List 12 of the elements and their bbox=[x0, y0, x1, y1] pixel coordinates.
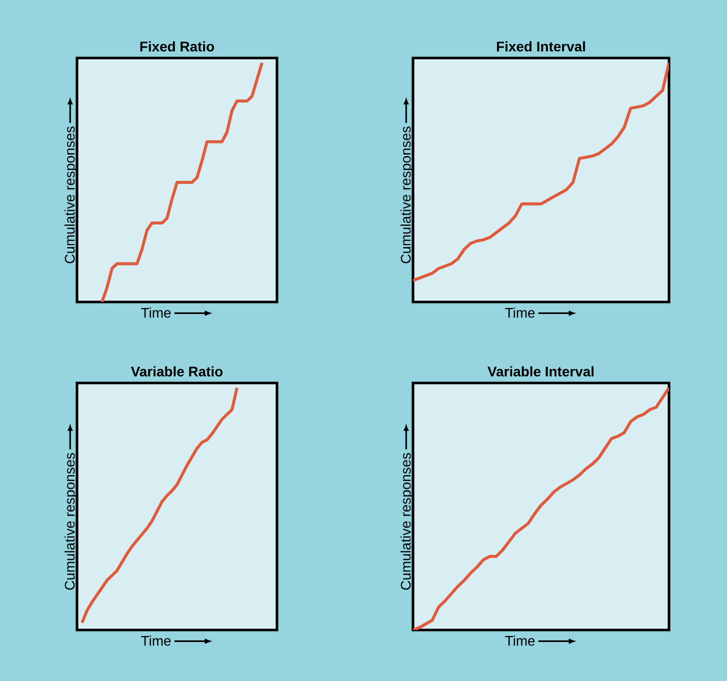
y-axis-title: Cumulative responses bbox=[400, 453, 414, 590]
x-axis-title: Time bbox=[505, 308, 535, 318]
x-axis-title: Time bbox=[141, 308, 171, 318]
chart-title: Fixed Interval bbox=[496, 41, 585, 52]
x-axis-title: Time bbox=[505, 636, 535, 646]
chart-title: Variable Ratio bbox=[130, 366, 223, 377]
y-axis-title: Cumulative responses bbox=[64, 126, 78, 264]
chart-title: Fixed Ratio bbox=[140, 41, 214, 52]
chart-title: Variable Interval bbox=[488, 366, 594, 377]
y-axis-title: Cumulative responses bbox=[400, 126, 414, 264]
y-axis-title: Cumulative responses bbox=[64, 453, 78, 590]
x-axis-title: Time bbox=[141, 636, 171, 646]
